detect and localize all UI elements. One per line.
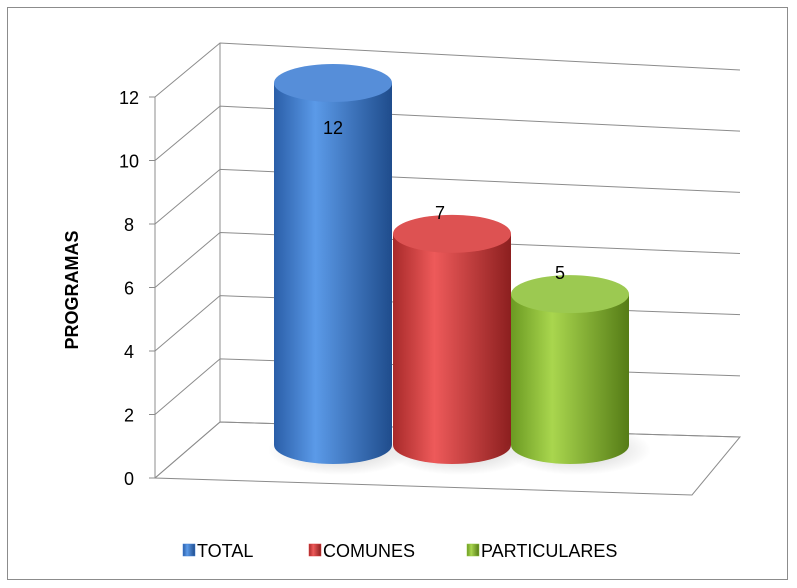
legend: TOTAL COMUNES PARTICULARES (182, 541, 617, 561)
y-tick-label: 4 (124, 342, 134, 362)
data-labels: 12 7 5 (323, 118, 565, 283)
gridline (154, 105, 741, 161)
bar-comunes (387, 214, 533, 475)
data-label: 5 (555, 263, 565, 283)
y-tick-label: 2 (124, 406, 134, 426)
legend-label: TOTAL (197, 541, 253, 561)
legend-item: COMUNES (308, 541, 415, 561)
y-tick-label: 12 (119, 88, 139, 108)
axes: 0 2 4 6 8 10 12 (119, 43, 221, 489)
bar-top-highlight (511, 275, 629, 314)
bars (268, 64, 651, 475)
bar-body (274, 83, 392, 464)
y-tick-label: 6 (124, 279, 134, 299)
bar-top (274, 64, 392, 102)
data-label: 7 (435, 203, 445, 223)
legend-swatch (466, 543, 480, 557)
bar-body (511, 294, 629, 464)
bar-top (393, 214, 511, 253)
y-tick-label: 0 (124, 469, 134, 489)
legend-label: PARTICULARES (481, 541, 617, 561)
legend-swatch (182, 543, 196, 557)
bar-top-highlight (274, 64, 392, 102)
bar-total (268, 64, 414, 475)
bar-top-highlight (393, 214, 511, 253)
legend-item: PARTICULARES (466, 541, 617, 561)
data-label: 12 (323, 118, 343, 138)
gridline (154, 42, 741, 98)
bar-particulares (505, 275, 651, 475)
legend-swatch (308, 543, 322, 557)
y-tick-label: 8 (124, 215, 134, 235)
y-axis-title: PROGRAMAS (62, 230, 82, 349)
y-tick-label: 10 (119, 152, 139, 172)
bar-top (511, 275, 629, 314)
legend-label: COMUNES (323, 541, 415, 561)
legend-item: TOTAL (182, 541, 253, 561)
bar-body (393, 233, 511, 464)
